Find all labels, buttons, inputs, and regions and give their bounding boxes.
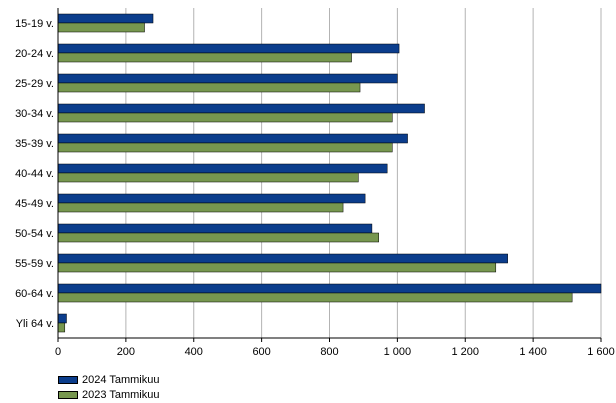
category-label: 30-34 v.: [15, 108, 54, 120]
bar-2024: [57, 73, 398, 84]
bar-2024: [57, 283, 602, 294]
category-label: 15-19 v.: [15, 18, 54, 30]
x-tick-label: 1 000: [384, 346, 412, 358]
legend-swatch-2024: [58, 375, 78, 384]
bar-2023: [57, 202, 344, 213]
legend-label-2024: 2024 Tammikuu: [82, 373, 160, 386]
bar-2023: [57, 322, 66, 333]
bar-2023: [57, 82, 361, 93]
bar-2024: [57, 103, 425, 114]
category-label: Yli 64 v.: [16, 318, 54, 330]
x-tick-label: 1 200: [451, 346, 479, 358]
bar-2024: [57, 223, 373, 234]
x-tick-label: 1 400: [519, 346, 547, 358]
x-tick-label: 1 600: [587, 346, 615, 358]
category-label: 45-49 v.: [15, 198, 54, 210]
category-label: 25-29 v.: [15, 78, 54, 90]
x-tick-label: 400: [185, 346, 203, 358]
category-label: 55-59 v.: [15, 258, 54, 270]
bar-2024: [57, 313, 67, 324]
legend: 2024 Tammikuu 2023 Tammikuu: [58, 372, 159, 402]
category-label: 40-44 v.: [15, 168, 54, 180]
legend-item-2024: 2024 Tammikuu: [58, 372, 159, 387]
category-label: 20-24 v.: [15, 48, 54, 60]
bar-2023: [57, 52, 352, 63]
bar-2023: [57, 22, 145, 33]
bar-2023: [57, 142, 393, 153]
x-tick-label: 0: [55, 346, 61, 358]
bar-2024: [57, 193, 366, 204]
category-label: 50-54 v.: [15, 228, 54, 240]
bar-2023: [57, 172, 359, 183]
bar-2023: [57, 292, 573, 303]
bar-2023: [57, 112, 393, 123]
bar-2024: [57, 133, 408, 144]
bar-2024: [57, 13, 154, 24]
bar-2024: [57, 163, 388, 174]
legend-swatch-2023: [58, 390, 78, 399]
category-label: 60-64 v.: [15, 288, 54, 300]
bar-2023: [57, 262, 497, 273]
bar-2023: [57, 232, 379, 243]
legend-item-2023: 2023 Tammikuu: [58, 387, 159, 402]
legend-label-2023: 2023 Tammikuu: [82, 388, 160, 401]
x-tick-label: 800: [320, 346, 338, 358]
bar-2024: [57, 253, 508, 264]
bar-2024: [57, 43, 400, 54]
x-tick-label: 200: [117, 346, 135, 358]
category-label: 35-39 v.: [15, 138, 54, 150]
x-tick-label: 600: [252, 346, 270, 358]
